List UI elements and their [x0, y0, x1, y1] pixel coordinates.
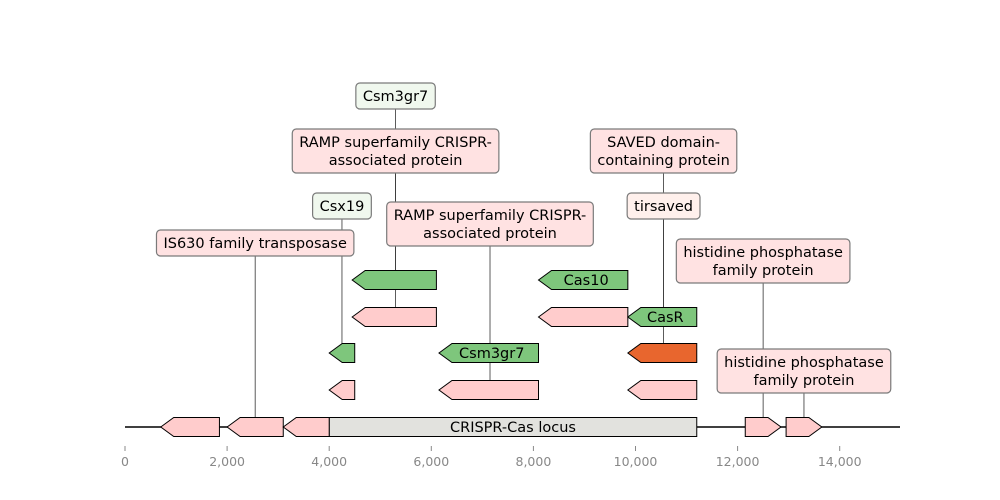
- gene-label-6: Csm3gr7: [459, 346, 524, 362]
- annotation-box-7: [675, 238, 851, 284]
- track-gene-arrow-4: [626, 307, 698, 327]
- track-gene-arrow-1: [537, 270, 629, 290]
- annotation-box-2: [589, 128, 738, 174]
- track-gene-arrow-6: [438, 343, 540, 363]
- annotation-box-0: [355, 82, 436, 110]
- gene-label-1: Cas10: [564, 273, 609, 289]
- annotation-label-2-1: containing protein: [597, 153, 729, 169]
- locus-region-group: CRISPR-Cas locus: [328, 417, 698, 437]
- track-gene-arrow-2: [351, 307, 437, 327]
- axis-tick-label-1: 2,000: [209, 454, 245, 469]
- axis-tick-label-7: 14,000: [818, 454, 862, 469]
- axis-tick-label-4: 8,000: [516, 454, 552, 469]
- axis-tick-label-6: 12,000: [716, 454, 760, 469]
- track-gene-arrow-0: [351, 270, 437, 290]
- annotation-label-0-0: Csm3gr7: [363, 89, 428, 105]
- backbone-gene-arrow-0: [159, 417, 220, 437]
- annotation-label-4-0: tirsaved: [634, 199, 693, 215]
- track-gene-arrow-7: [626, 343, 698, 363]
- annotation-label-2-0: SAVED domain-: [607, 135, 720, 151]
- track-gene-arrow-8: [328, 380, 356, 400]
- annotation-box-6: [155, 229, 355, 257]
- track-gene-arrow-9: [438, 380, 540, 400]
- axis-tick-label-5: 10,000: [614, 454, 658, 469]
- x-axis: 0 2,000 4,000 6,000 8,000 10,000 12,000 14,000: [121, 446, 862, 469]
- annotation-label-7-0: histidine phosphatase: [683, 245, 843, 261]
- axis-tick-label-3: 6,000: [413, 454, 449, 469]
- annotation-label-1-0: RAMP superfamily CRISPR-: [299, 135, 492, 151]
- annotation-label-1-1: associated protein: [329, 153, 463, 169]
- track-gene-arrow-3: [537, 307, 629, 327]
- annotation-label-8-0: histidine phosphatase: [724, 355, 884, 371]
- track-gene-arrow-5: [328, 343, 356, 363]
- backbone-gene-arrow-4: [785, 417, 823, 437]
- annotation-box-4: [626, 192, 701, 220]
- backbone-gene-arrow-2: [282, 417, 330, 437]
- backbone-gene-arrow-1: [226, 417, 284, 437]
- annotation-box-8: [716, 348, 892, 394]
- annotation-box-3: [312, 192, 372, 220]
- annotation-label-3-0: Csx19: [320, 199, 365, 215]
- gene-label-4: CasR: [647, 310, 684, 326]
- annotation-label-8-1: family protein: [754, 373, 855, 389]
- backbone-gene-arrow-3: [744, 417, 782, 437]
- annotation-label-5-0: RAMP superfamily CRISPR-: [394, 208, 587, 224]
- annotation-label-6-0: IS630 family transposase: [163, 236, 346, 252]
- annotation-label-7-1: family protein: [713, 263, 814, 279]
- axis-tick-label-2: 4,000: [311, 454, 347, 469]
- annotation-label-5-1: associated protein: [423, 226, 557, 242]
- locus-label: CRISPR-Cas locus: [450, 420, 576, 436]
- axis-tick-label-0: 0: [121, 454, 129, 469]
- gene-arrows: Cas10 CasR Csm3gr7: [159, 270, 823, 437]
- track-gene-arrow-10: [626, 380, 698, 400]
- annotation-box-1: [291, 128, 500, 174]
- annotation-box-5: [386, 201, 594, 247]
- annotation-boxes: Csm3gr7 RAMP superfamily CRISPR-associate…: [155, 82, 892, 394]
